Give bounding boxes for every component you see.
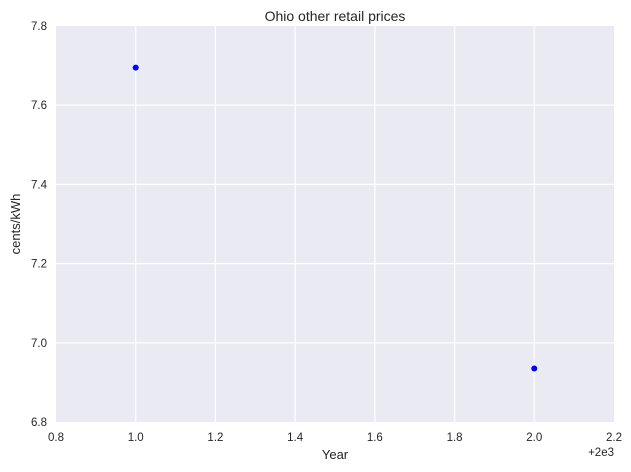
data-point	[531, 365, 538, 372]
data-point	[132, 64, 139, 71]
x-tick-label: 1.2	[207, 432, 223, 444]
x-tick-label: 1.0	[128, 432, 144, 444]
x-axis-label: Year	[322, 447, 349, 462]
chart-title: Ohio other retail prices	[265, 8, 406, 24]
x-tick-label: 2.0	[526, 432, 542, 444]
x-tick-label: 1.8	[447, 432, 463, 444]
plot-area	[56, 26, 614, 422]
grid-lines	[56, 26, 614, 422]
x-tick-labels: 0.8 1.0 1.2 1.4 1.6 1.8 2.0 2.2	[48, 432, 622, 444]
x-tick-label: 0.8	[48, 432, 64, 444]
y-tick-label: 7.2	[31, 259, 47, 271]
y-tick-label: 6.8	[31, 417, 47, 429]
x-tick-label: 1.6	[367, 432, 383, 444]
y-tick-label: 7.0	[31, 338, 47, 350]
y-tick-label: 7.8	[31, 21, 47, 33]
x-tick-label: 2.2	[606, 432, 622, 444]
y-tick-labels: 6.8 7.0 7.2 7.4 7.6 7.8	[31, 21, 48, 429]
y-tick-label: 7.4	[31, 179, 48, 191]
data-points	[132, 64, 538, 372]
y-tick-label: 7.6	[31, 100, 47, 112]
x-tick-label: 1.4	[287, 432, 304, 444]
x-axis-offset-label: +2e3	[588, 447, 614, 459]
y-axis-label: cents/kWh	[8, 194, 23, 255]
